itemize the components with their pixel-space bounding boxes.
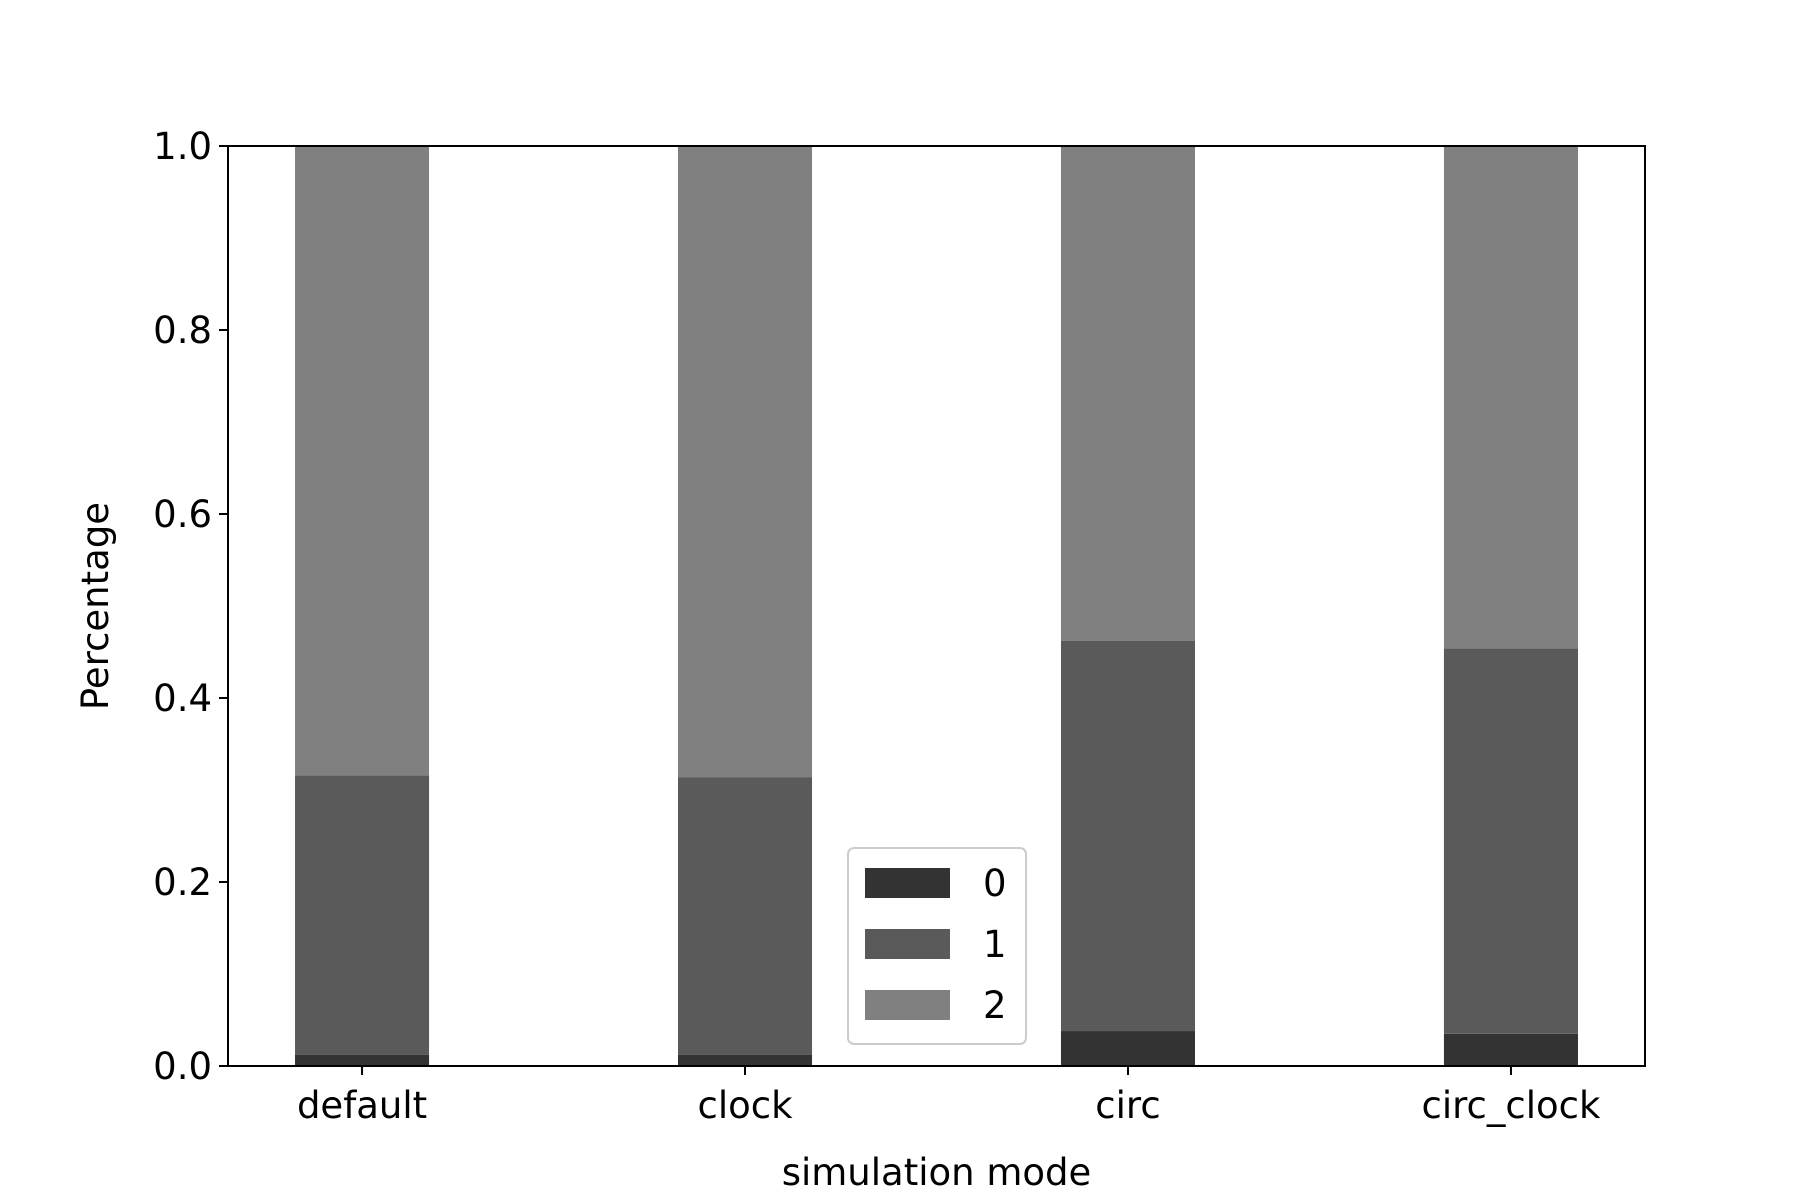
bar-default-series-2 xyxy=(295,146,430,776)
y-tick-label: 0.0 xyxy=(153,1045,212,1088)
legend-label-1: 1 xyxy=(983,923,1007,966)
bar-circ-series-2 xyxy=(1060,146,1196,641)
x-axis: default clock circ circ_clock xyxy=(297,1066,1601,1127)
y-tick-label: 0.6 xyxy=(153,493,212,536)
bar-clock-series-1 xyxy=(677,777,813,1055)
x-tick-label: circ_clock xyxy=(1422,1084,1601,1127)
bar-circ_clock-series-2 xyxy=(1443,146,1578,649)
legend-label-0: 0 xyxy=(983,862,1007,905)
bar-circ-series-0 xyxy=(1060,1031,1196,1066)
y-tick-label: 0.4 xyxy=(153,677,212,720)
y-axis: 0.0 0.2 0.4 0.6 0.8 1.0 xyxy=(153,125,228,1088)
bars-group xyxy=(295,146,1578,1066)
legend: 0 1 2 xyxy=(847,847,1027,1045)
bar-clock-series-2 xyxy=(677,146,813,778)
legend-label-2: 2 xyxy=(983,984,1007,1027)
plot-frame xyxy=(227,145,1646,1067)
y-tick-label: 1.0 xyxy=(153,125,212,168)
bar-circ_clock-series-0 xyxy=(1443,1033,1578,1066)
y-tick-label: 0.8 xyxy=(153,309,212,352)
bar-circ_clock-series-1 xyxy=(1443,648,1578,1034)
legend-swatch-1 xyxy=(865,929,950,959)
x-tick-label: clock xyxy=(697,1084,793,1127)
y-tick-label: 0.2 xyxy=(153,861,212,904)
bar-default-series-0 xyxy=(295,1054,430,1066)
x-tick-label: default xyxy=(297,1084,427,1127)
legend-swatch-0 xyxy=(865,868,950,898)
bar-circ-series-1 xyxy=(1060,640,1196,1032)
legend-swatch-2 xyxy=(865,990,950,1020)
x-axis-title: simulation mode xyxy=(782,1151,1092,1194)
x-tick-label: circ xyxy=(1095,1084,1160,1127)
y-axis-title: Percentage xyxy=(74,502,117,710)
bar-default-series-1 xyxy=(295,775,430,1055)
bar-clock-series-0 xyxy=(677,1054,813,1066)
